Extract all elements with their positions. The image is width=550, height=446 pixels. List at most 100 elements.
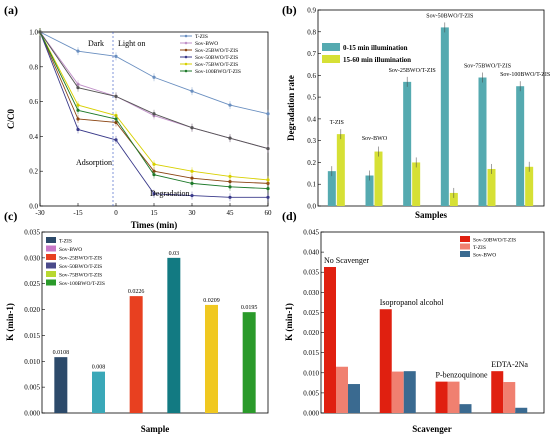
panel-a-ytick-label-5: 1.0 [29,29,38,37]
panel-a-legend-marker-4 [184,62,188,66]
panel-d-legend-label-0: Sov-50BWO/T-ZIS [473,238,516,244]
panel-d-xlabel: Scavenger [412,424,452,434]
panel-d-bar [336,366,348,413]
panel-d-label: (d) [282,209,297,223]
panel-b-bar [365,175,374,206]
panel-d-bar [459,404,472,413]
panel-c-ytick-label-1: 0.005 [24,384,40,392]
panel-a-ticks: 0.0 0.2 0.4 0.6 0.8 1.0 -30 -15 0 15 30 45 60 [29,29,272,218]
panel-a-xtick-label-5: 45 [227,209,235,217]
panel-b-bar [327,171,336,206]
panel-d-category-label-3: EDTA-2Na [491,360,528,369]
panel-d-bar [447,381,460,413]
panel-c-frame [41,231,269,414]
panel-d-category-label-0: No Scavenger [324,256,369,265]
panel-a-point [228,174,232,179]
panel-a-xlabel: Times (min) [131,220,178,230]
panel-c-xlabel: Sample [141,424,170,434]
panel-a-point [76,103,80,107]
panel-b-category-label-2: Sov-25BWO/T-ZIS [389,68,436,74]
panel-d-ytick-label-5: 0.025 [303,309,319,317]
panel-a-point [190,181,194,185]
panel-a-point [266,146,270,151]
panel-d-ytick-label-1: 0.005 [303,389,319,397]
panel-b-category-label-3: Sov-50BWO/T-ZIS [426,13,473,19]
panel-d-category-label-2: P-benzoquinone [436,371,488,380]
panel-d-ytick-label-3: 0.015 [303,349,319,357]
panel-b-legend-label-1: 15-60 min illumination [343,56,411,64]
panel-a-legend-marker-3 [184,55,188,59]
panel-b-ylabel: Degradation rate [286,75,296,141]
panel-b-legend-swatch-0 [322,43,340,51]
panel-a-ytick-label-3: 0.6 [29,98,38,106]
panel-b-bar [374,151,383,206]
panel-b-frame [317,9,545,207]
panel-c-legend-label-3: Sov-50BWO/T-ZIS [59,264,102,270]
panel-a-xtick-label-3: 15 [151,209,159,217]
panel-b-bars: T-ZIS Sov-BWO Sov-25BWO/T-ZIS Sov-50BWO/T-Z… [327,13,550,206]
panel-c-label: (c) [4,209,17,223]
adsorption-annotation: Adsorption [76,158,112,167]
panel-d-ytick-label-0: 0.000 [303,410,319,418]
panel-d-legend-swatch-1 [460,243,470,250]
panel-b-category-label-5: Sov-100BWO/T-ZIS [500,72,550,78]
panel-b-bar [525,166,534,206]
panel-b-bar [487,168,496,206]
panel-b-ytick-label-8: 0.8 [307,28,316,36]
panel-b-ytick-label-0: 0.0 [307,203,316,211]
panel-c-ytick-label-5: 0.025 [24,280,40,288]
panel-b-bar [412,162,421,206]
panel-a-ytick-label-0: 0.0 [29,203,38,211]
panel-d-ytick-label-4: 0.020 [303,329,319,337]
panel-a-point [114,138,118,142]
panel-d-ticks: 0.000 0.005 0.010 0.015 0.020 0.025 0.030 0.035… [303,229,324,418]
panel-a-legend-marker-0 [184,34,188,38]
panel-a-point [114,94,118,98]
panel-c-legend-label-4: Sov-75BWO/T-ZIS [59,273,102,279]
panel-d-ytick-label-8: 0.040 [303,249,319,257]
panel-c-ticks: 0.000 0.005 0.010 0.015 0.020 0.025 0.030 0.035 [24,229,45,418]
panel-a-point [38,30,42,34]
panel-c-bar [205,304,218,413]
panel-d-frame [320,231,545,414]
panel-b-legend-label-0: 0-15 min illumination [343,44,408,52]
panel-a-point [76,108,80,112]
panel-c-legend-label-5: Sov-100BWO/T-ZIS [59,281,105,287]
panel-c-value-label-0: 0.0108 [53,350,70,356]
panel-c-ytick-label-6: 0.030 [24,254,40,262]
panel-b-bar [478,77,487,206]
panel-a-legend-label-0: T-ZIS [195,34,208,40]
panel-c-value-label-5: 0.0195 [241,305,258,311]
panel-a-label: (a) [4,3,18,17]
panel-c-legend-swatch-1 [46,245,56,252]
panel-b-ytick-label-3: 0.3 [307,137,316,145]
panel-a-legend-label-1: Sov-BWO [195,41,218,47]
light-annotation: Light on [118,39,145,48]
panel-a-xtick-label-1: -15 [73,209,83,217]
panel-c-bar [167,257,181,413]
panel-b-category-label-1: Sov-BWO [362,136,388,142]
panel-d-bar [324,266,336,413]
panel-b-label: (b) [282,3,297,17]
panel-c-bar [92,371,105,413]
dark-annotation: Dark [88,39,104,48]
panel-c-legend-swatch-3 [46,262,56,269]
panel-a-point [228,195,232,199]
panel-a-point [76,127,80,132]
panel-d-bar [435,381,448,413]
panel-a-point [228,103,232,107]
panel-b: (b) Degradation rate Samples 0.00.10.20.… [282,3,550,220]
panel-a-point [266,187,270,191]
panel-a-legend-label-5: Sov-100BWO/T-ZIS [195,69,241,75]
panel-a-ytick-label-2: 0.4 [29,133,38,141]
panel-a-point [152,112,156,116]
panel-a-legend: T-ZISSov-BWOSov-25BWO/T-ZISSov-50BWO/T-Z… [180,34,241,75]
panel-c-legend-label-0: T-ZIS [59,239,72,245]
panel-b-ytick-label-5: 0.5 [307,94,316,102]
panel-b-bar [440,27,449,206]
panel-a-legend-label-2: Sov-25BWO/T-ZIS [195,48,238,54]
panel-b-ytick-label-2: 0.2 [307,159,316,167]
panel-d-category-label-1: Isopropanol alcohol [380,298,445,307]
